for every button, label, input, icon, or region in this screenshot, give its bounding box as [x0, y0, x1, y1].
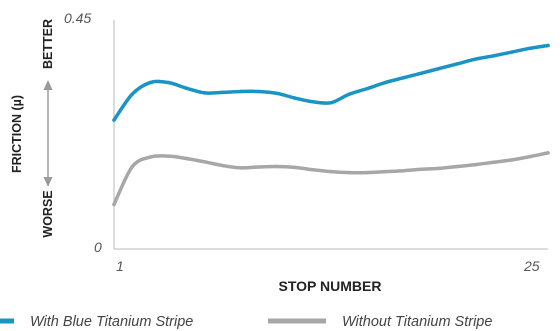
- point-without-stripe-17: [401, 168, 406, 173]
- x-axis-title: STOP NUMBER: [279, 278, 382, 294]
- point-with-stripe-25: [546, 43, 550, 48]
- point-with-stripe-22: [492, 54, 496, 58]
- point-with-stripe-8: [238, 89, 243, 94]
- point-without-stripe-13: [329, 169, 333, 174]
- point-without-stripe-7: [220, 163, 225, 168]
- arrow-down-icon: [43, 177, 53, 187]
- x-tick-last: 25: [523, 258, 540, 274]
- series-line-without-stripe: [112, 151, 550, 207]
- series-line-with-stripe: [112, 43, 550, 122]
- point-with-stripe-13: [329, 100, 333, 105]
- point-with-stripe-2: [130, 92, 134, 97]
- legend-label-with-stripe: With Blue Titanium Stripe: [30, 314, 193, 330]
- point-with-stripe-1: [112, 118, 116, 122]
- point-with-stripe-19: [437, 66, 442, 71]
- worse-label: WORSE: [41, 190, 55, 237]
- point-with-stripe-10: [275, 91, 279, 96]
- point-without-stripe-25: [546, 151, 550, 155]
- point-without-stripe-9: [256, 165, 261, 169]
- point-without-stripe-6: [202, 160, 207, 164]
- point-without-stripe-3: [148, 155, 152, 159]
- point-without-stripe-8: [238, 166, 243, 170]
- point-with-stripe-14: [347, 92, 351, 97]
- axes: [113, 20, 548, 250]
- point-with-stripe-5: [184, 86, 189, 90]
- point-without-stripe-5: [184, 156, 189, 161]
- better-label: BETTER: [41, 19, 55, 69]
- point-with-stripe-4: [166, 80, 170, 85]
- y-tick-min: 0: [94, 239, 102, 255]
- point-with-stripe-7: [220, 90, 225, 95]
- point-without-stripe-4: [166, 154, 170, 158]
- point-with-stripe-18: [419, 71, 424, 75]
- better-worse-indicator: BETTER WORSE: [41, 19, 55, 238]
- point-with-stripe-20: [455, 62, 460, 66]
- point-without-stripe-11: [293, 165, 297, 170]
- point-without-stripe-14: [347, 170, 351, 175]
- point-without-stripe-24: [528, 154, 532, 159]
- point-with-stripe-16: [383, 80, 387, 85]
- point-without-stripe-18: [419, 167, 424, 172]
- point-with-stripe-23: [510, 50, 514, 54]
- point-with-stripe-12: [311, 100, 315, 104]
- point-without-stripe-10: [275, 164, 279, 169]
- point-without-stripe-20: [455, 164, 460, 169]
- legend: With Blue Titanium Stripe Without Titani…: [0, 314, 492, 330]
- y-axis-title: FRICTION (µ): [10, 95, 24, 173]
- point-without-stripe-15: [365, 170, 369, 175]
- point-with-stripe-6: [202, 91, 207, 95]
- legend-label-without-stripe: Without Titanium Stripe: [342, 314, 492, 330]
- point-without-stripe-1: [112, 202, 116, 207]
- x-tick-first: 1: [116, 258, 124, 274]
- point-with-stripe-17: [401, 76, 406, 80]
- point-with-stripe-9: [256, 89, 261, 94]
- point-without-stripe-16: [383, 169, 387, 174]
- point-without-stripe-19: [437, 166, 442, 171]
- point-without-stripe-12: [311, 168, 315, 172]
- point-without-stripe-2: [130, 165, 134, 169]
- y-tick-max: 0.45: [64, 10, 91, 26]
- point-without-stripe-22: [492, 160, 496, 165]
- series-layer: [112, 43, 550, 207]
- arrow-up-icon: [43, 80, 53, 90]
- point-with-stripe-24: [528, 46, 532, 51]
- point-without-stripe-21: [473, 162, 478, 167]
- point-with-stripe-11: [293, 96, 297, 100]
- point-with-stripe-15: [365, 86, 369, 91]
- point-without-stripe-23: [510, 158, 514, 162]
- point-with-stripe-21: [473, 57, 478, 61]
- point-with-stripe-3: [148, 80, 152, 85]
